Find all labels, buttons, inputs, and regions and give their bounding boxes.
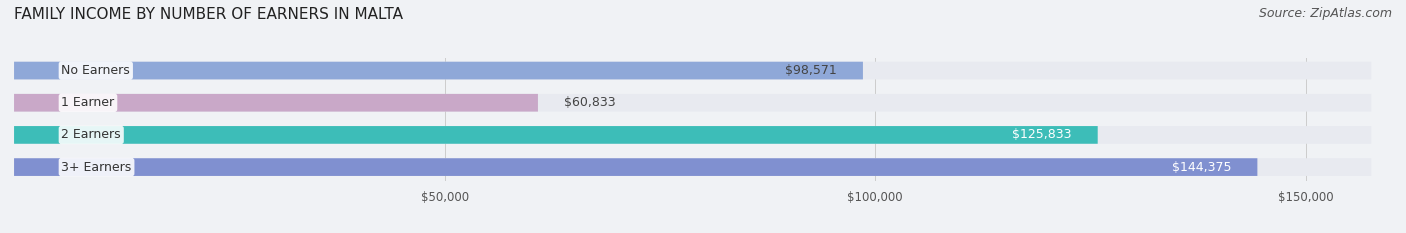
Text: $144,375: $144,375 [1173, 161, 1232, 174]
FancyBboxPatch shape [14, 126, 1371, 144]
Text: $98,571: $98,571 [786, 64, 837, 77]
FancyBboxPatch shape [14, 62, 1371, 79]
Text: 3+ Earners: 3+ Earners [62, 161, 132, 174]
Text: 2 Earners: 2 Earners [62, 128, 121, 141]
FancyBboxPatch shape [14, 158, 1257, 176]
Text: No Earners: No Earners [62, 64, 131, 77]
FancyBboxPatch shape [14, 62, 863, 79]
FancyBboxPatch shape [14, 126, 1098, 144]
Text: $125,833: $125,833 [1012, 128, 1071, 141]
FancyBboxPatch shape [14, 158, 1371, 176]
Text: FAMILY INCOME BY NUMBER OF EARNERS IN MALTA: FAMILY INCOME BY NUMBER OF EARNERS IN MA… [14, 7, 404, 22]
FancyBboxPatch shape [14, 94, 538, 112]
Text: $60,833: $60,833 [564, 96, 616, 109]
Text: Source: ZipAtlas.com: Source: ZipAtlas.com [1258, 7, 1392, 20]
FancyBboxPatch shape [14, 94, 1371, 112]
Text: 1 Earner: 1 Earner [62, 96, 114, 109]
